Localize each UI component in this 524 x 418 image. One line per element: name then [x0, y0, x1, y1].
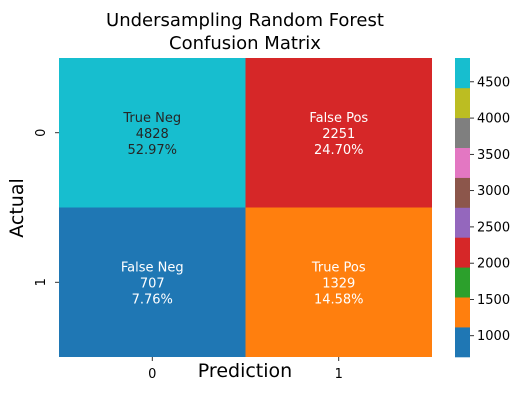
y-tick-label: 0	[34, 129, 49, 137]
colorbar-tick-label: 3500	[477, 148, 510, 163]
chart-title-line-1: Undersampling Random Forest	[106, 10, 384, 31]
colorbar-segment	[455, 58, 470, 89]
colorbar-tick-label: 3000	[477, 184, 510, 199]
cell-count: 4828	[136, 127, 169, 142]
chart-title: Undersampling Random Forest Confusion Ma…	[106, 10, 384, 54]
cell-percent: 52.97%	[127, 143, 177, 158]
colorbar-segment	[455, 177, 470, 208]
heatmap-cell-fill	[245, 58, 432, 208]
y-tick-label: 1	[34, 278, 49, 286]
cell-label: True Neg	[122, 111, 181, 126]
cell-percent: 7.76%	[132, 292, 173, 307]
colorbar-tick-label: 4500	[477, 75, 510, 90]
colorbar-tick-label: 1500	[477, 293, 510, 308]
colorbar: 1000 1500 2000 2500 3000 3500 4000 4500	[455, 58, 510, 358]
x-tick-label: 0	[148, 367, 156, 382]
colorbar-tick-label: 2000	[477, 257, 510, 272]
heatmap-cell-fill	[59, 58, 246, 208]
cell-count: 707	[140, 276, 165, 291]
colorbar-segment	[455, 297, 470, 328]
colorbar-segment	[455, 87, 470, 119]
colorbar-segment	[455, 267, 470, 298]
colorbar-tick-label: 2500	[477, 220, 510, 235]
colorbar-segment	[455, 147, 470, 178]
x-axis-label: Prediction	[198, 360, 292, 382]
heatmap-cell-fill	[59, 207, 246, 357]
cell-percent: 24.70%	[314, 143, 364, 158]
x-tick-label: 1	[335, 367, 343, 382]
colorbar-segment	[455, 117, 470, 148]
colorbar-tick-label: 4000	[477, 112, 510, 127]
colorbar-segment	[455, 327, 470, 358]
heatmap-cell-fill	[245, 207, 432, 357]
cell-label: False Neg	[121, 260, 184, 275]
colorbar-segment	[455, 237, 470, 268]
chart-title-line-2: Confusion Matrix	[169, 33, 321, 54]
colorbar-segment	[455, 207, 470, 238]
colorbar-tick-label: 1000	[477, 329, 510, 344]
heatmap-axes: 0 1 0 1	[34, 129, 343, 382]
cell-label: True Pos	[311, 260, 366, 275]
cell-label: False Pos	[309, 111, 368, 126]
y-axis-label: Actual	[6, 178, 28, 238]
cell-count: 2251	[322, 127, 355, 142]
cell-count: 1329	[322, 276, 355, 291]
cell-percent: 14.58%	[314, 292, 364, 307]
